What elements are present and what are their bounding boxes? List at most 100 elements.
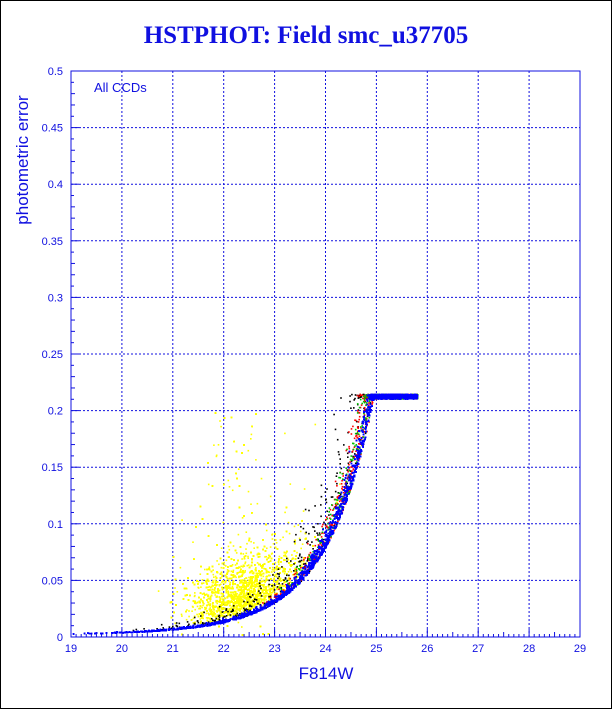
data-point bbox=[250, 540, 252, 543]
data-point bbox=[251, 577, 254, 580]
data-point bbox=[200, 611, 202, 614]
data-point bbox=[199, 573, 202, 575]
data-point bbox=[253, 585, 256, 588]
data-point bbox=[271, 534, 273, 536]
data-point bbox=[229, 586, 231, 588]
data-point bbox=[219, 420, 221, 422]
data-point bbox=[226, 569, 229, 571]
data-point bbox=[220, 566, 223, 569]
data-point bbox=[285, 552, 287, 554]
data-point bbox=[283, 554, 285, 557]
data-point bbox=[261, 567, 263, 569]
data-point bbox=[299, 530, 302, 533]
data-point bbox=[235, 598, 237, 600]
data-point bbox=[271, 583, 274, 586]
data-point bbox=[240, 595, 243, 598]
data-point bbox=[229, 587, 231, 590]
data-point bbox=[247, 449, 250, 452]
data-point bbox=[196, 605, 199, 608]
data-point bbox=[243, 594, 246, 597]
data-point bbox=[216, 584, 218, 586]
data-point bbox=[251, 580, 253, 582]
data-point bbox=[278, 555, 281, 558]
data-point bbox=[212, 613, 214, 615]
data-point bbox=[213, 592, 216, 594]
data-point bbox=[194, 608, 196, 611]
data-point bbox=[247, 557, 249, 559]
data-point bbox=[216, 560, 218, 562]
data-point bbox=[211, 615, 214, 618]
data-point bbox=[260, 598, 262, 600]
data-point bbox=[220, 547, 223, 549]
data-point bbox=[241, 579, 244, 581]
data-point bbox=[210, 586, 213, 588]
data-point bbox=[253, 547, 255, 549]
data-point bbox=[298, 537, 301, 540]
data-point bbox=[214, 594, 216, 596]
data-point bbox=[276, 581, 279, 583]
data-point bbox=[228, 486, 231, 488]
data-point bbox=[252, 582, 255, 584]
data-point bbox=[225, 616, 227, 618]
data-point bbox=[218, 584, 221, 587]
data-point bbox=[212, 573, 215, 576]
data-point bbox=[288, 576, 290, 579]
data-point bbox=[263, 580, 265, 582]
data-point bbox=[211, 603, 214, 605]
data-point bbox=[257, 588, 260, 590]
data-point bbox=[247, 490, 250, 493]
data-point bbox=[263, 600, 265, 602]
data-point bbox=[245, 586, 248, 588]
data-point bbox=[247, 579, 250, 582]
data-point bbox=[262, 586, 265, 588]
data-point bbox=[217, 600, 220, 603]
data-point bbox=[210, 589, 212, 591]
data-point bbox=[241, 626, 243, 628]
data-point bbox=[211, 581, 214, 584]
data-point bbox=[186, 609, 188, 611]
data-point bbox=[228, 548, 231, 551]
data-point bbox=[209, 621, 212, 623]
data-point bbox=[235, 606, 238, 608]
data-point bbox=[263, 567, 265, 570]
data-point bbox=[212, 579, 214, 582]
data-point bbox=[233, 601, 236, 603]
data-point bbox=[273, 577, 275, 579]
data-point bbox=[296, 551, 298, 554]
data-point bbox=[282, 536, 284, 539]
data-point bbox=[232, 569, 235, 572]
data-point bbox=[287, 559, 290, 561]
data-point bbox=[238, 571, 241, 573]
data-point bbox=[181, 615, 183, 617]
data-point bbox=[237, 588, 240, 591]
data-point bbox=[284, 554, 287, 556]
data-point bbox=[269, 583, 272, 586]
data-point bbox=[243, 591, 245, 594]
data-point bbox=[260, 577, 263, 580]
data-point bbox=[213, 576, 215, 578]
data-point bbox=[278, 563, 280, 565]
data-point bbox=[246, 591, 248, 594]
data-point bbox=[185, 618, 188, 621]
data-point bbox=[314, 423, 317, 426]
data-point bbox=[225, 580, 227, 582]
data-point bbox=[240, 588, 243, 591]
data-point bbox=[176, 591, 179, 593]
data-point bbox=[229, 602, 231, 604]
data-point bbox=[238, 594, 240, 597]
data-point bbox=[259, 601, 262, 604]
data-point bbox=[263, 583, 265, 586]
data-point bbox=[231, 489, 234, 492]
data-point bbox=[229, 581, 231, 584]
chart-title: HSTPHOT: Field smc_u37705 bbox=[0, 22, 612, 50]
data-point bbox=[262, 595, 264, 597]
data-point bbox=[228, 580, 230, 582]
data-point bbox=[255, 567, 257, 569]
data-point bbox=[202, 604, 204, 607]
data-point bbox=[200, 586, 202, 588]
data-point bbox=[180, 613, 183, 616]
data-point bbox=[237, 533, 240, 536]
data-point bbox=[212, 569, 214, 571]
data-point bbox=[207, 483, 210, 486]
data-point bbox=[231, 594, 234, 597]
